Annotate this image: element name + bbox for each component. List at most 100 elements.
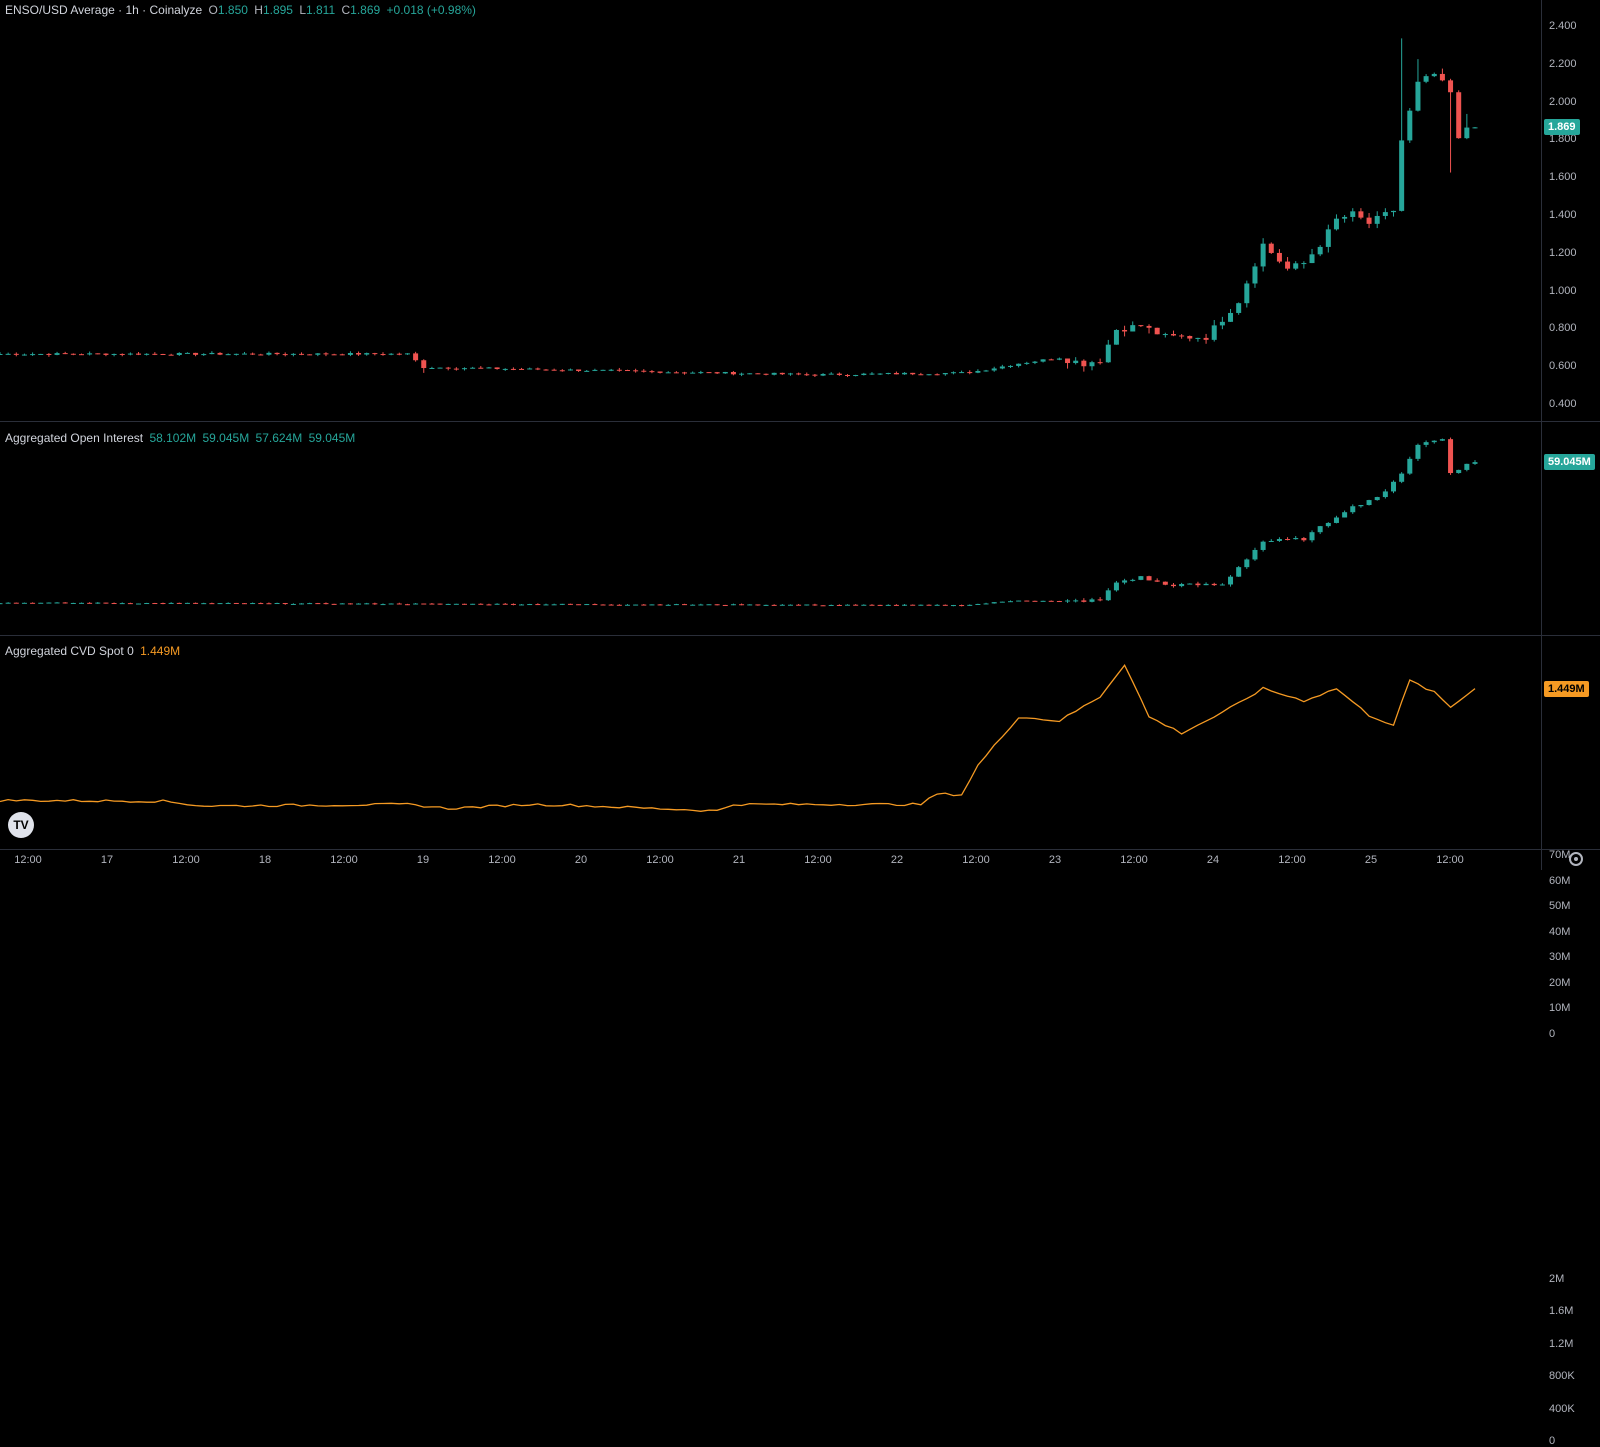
oi-legend: Aggregated Open Interest 58.102M 59.045M… bbox=[5, 431, 358, 445]
price-candles[interactable] bbox=[0, 0, 1541, 421]
candle-body bbox=[779, 604, 785, 606]
time-axis-divider bbox=[0, 849, 1600, 850]
candle-body bbox=[1276, 539, 1282, 541]
candle-body bbox=[1391, 481, 1397, 492]
time-tick-label: 17 bbox=[100, 854, 114, 866]
candle-body bbox=[168, 602, 174, 604]
cvd-line-chart[interactable] bbox=[0, 636, 1541, 849]
candle-body bbox=[763, 373, 769, 375]
candle-body bbox=[1081, 360, 1087, 367]
candle-body bbox=[1431, 73, 1437, 77]
candle-body bbox=[812, 374, 818, 376]
candle-body bbox=[1423, 442, 1429, 445]
candle-body bbox=[576, 369, 582, 372]
candle-body bbox=[999, 366, 1005, 369]
symbol-title[interactable]: ENSO/USD Average · 1h · Coinalyze bbox=[5, 3, 203, 17]
candle-body bbox=[1105, 344, 1111, 363]
candle-body bbox=[885, 604, 891, 606]
candle-body bbox=[95, 602, 101, 604]
candle-body bbox=[1024, 600, 1030, 602]
candle-body bbox=[1252, 549, 1258, 560]
candle-body bbox=[1407, 458, 1413, 474]
candle-body bbox=[1113, 582, 1119, 591]
pane-divider[interactable] bbox=[0, 635, 1600, 636]
candle-body bbox=[779, 372, 785, 375]
candle-body bbox=[54, 602, 60, 604]
candle-body bbox=[730, 371, 736, 375]
candle-body bbox=[62, 353, 68, 355]
candle-body bbox=[624, 604, 630, 606]
candle-body bbox=[1260, 243, 1266, 267]
candle-body bbox=[1040, 600, 1046, 602]
candle-body bbox=[926, 604, 932, 606]
oi-low: 57.624M bbox=[255, 431, 303, 445]
price-pane[interactable]: ENSO/USD Average · 1h · Coinalyze O1.850… bbox=[0, 0, 1541, 421]
candle-body bbox=[323, 603, 329, 605]
candle-body bbox=[1317, 246, 1323, 255]
candle-body bbox=[706, 604, 712, 606]
candle-body bbox=[160, 353, 166, 355]
tradingview-logo-icon[interactable]: TV bbox=[8, 812, 34, 838]
candle-body bbox=[673, 372, 679, 374]
time-axis[interactable]: 12:00 17 12:00 18 12:00 19 12:00 20 12:00 21 12:00… bbox=[0, 849, 1541, 870]
candle-body bbox=[266, 603, 272, 605]
candle-body bbox=[567, 603, 573, 605]
candle-body bbox=[1007, 365, 1013, 367]
candle-body bbox=[233, 353, 239, 355]
oi-pane[interactable]: Aggregated Open Interest 58.102M 59.045M… bbox=[0, 422, 1541, 635]
candle-body bbox=[266, 352, 272, 355]
candle-body bbox=[421, 360, 427, 369]
candle-body bbox=[78, 602, 84, 604]
axis-tick-label: 1.2M bbox=[1549, 1337, 1574, 1350]
candle-body bbox=[0, 353, 3, 355]
candle-body bbox=[1187, 583, 1193, 585]
axis-tick-label: 1.000 bbox=[1549, 284, 1577, 297]
oi-title[interactable]: Aggregated Open Interest bbox=[5, 431, 144, 445]
axis-tick-label: 30M bbox=[1549, 951, 1571, 964]
cvd-title[interactable]: Aggregated CVD Spot 0 bbox=[5, 644, 134, 658]
candle-body bbox=[551, 369, 557, 371]
candle-body bbox=[535, 368, 541, 370]
candle-body bbox=[706, 372, 712, 374]
candle-body bbox=[225, 354, 231, 356]
candle-body bbox=[1195, 583, 1201, 586]
price-badge: 1.869 bbox=[1544, 119, 1580, 136]
candle-body bbox=[1399, 140, 1405, 211]
candle-body bbox=[1048, 359, 1054, 361]
cvd-axis[interactable]: 2M 1.6M 1.2M 800K 400K 0 bbox=[1541, 636, 1600, 1447]
pane-divider[interactable] bbox=[0, 421, 1600, 422]
candle-body bbox=[1154, 580, 1160, 582]
candle-body bbox=[168, 354, 174, 356]
candle-body bbox=[1138, 325, 1144, 327]
candle-body bbox=[1162, 334, 1168, 336]
candle-body bbox=[1016, 363, 1022, 366]
candle-body bbox=[1309, 532, 1315, 541]
price-axis[interactable]: 2.400 2.200 2.000 1.800 1.600 1.400 1.200 1.000… bbox=[1541, 0, 1600, 421]
candle-body bbox=[1325, 522, 1331, 527]
candle-body bbox=[991, 602, 997, 604]
axis-tick-label: 1.600 bbox=[1549, 171, 1577, 184]
settings-gear-icon[interactable] bbox=[1569, 852, 1583, 866]
candle-body bbox=[649, 604, 655, 606]
candle-body bbox=[991, 368, 997, 371]
candle-body bbox=[616, 604, 622, 606]
candle-body bbox=[714, 604, 720, 606]
candle-body bbox=[551, 604, 557, 606]
candle-body bbox=[519, 368, 525, 370]
candle-body bbox=[812, 604, 818, 606]
oi-candles[interactable] bbox=[0, 422, 1541, 635]
candle-body bbox=[217, 352, 223, 355]
candle-body bbox=[999, 601, 1005, 603]
candle-body bbox=[714, 372, 720, 374]
candle-body bbox=[510, 603, 516, 605]
cvd-legend: Aggregated CVD Spot 0 1.449M bbox=[5, 644, 183, 658]
time-tick-label: 12:00 bbox=[1120, 854, 1148, 866]
candle-body bbox=[323, 353, 329, 355]
candle-body bbox=[1374, 497, 1380, 501]
cvd-pane[interactable]: Aggregated CVD Spot 0 1.449M bbox=[0, 636, 1541, 849]
candle-body bbox=[380, 354, 386, 356]
candle-body bbox=[486, 604, 492, 606]
candle-body bbox=[144, 603, 150, 605]
candle-body bbox=[217, 603, 223, 605]
candle-body bbox=[1325, 229, 1331, 247]
